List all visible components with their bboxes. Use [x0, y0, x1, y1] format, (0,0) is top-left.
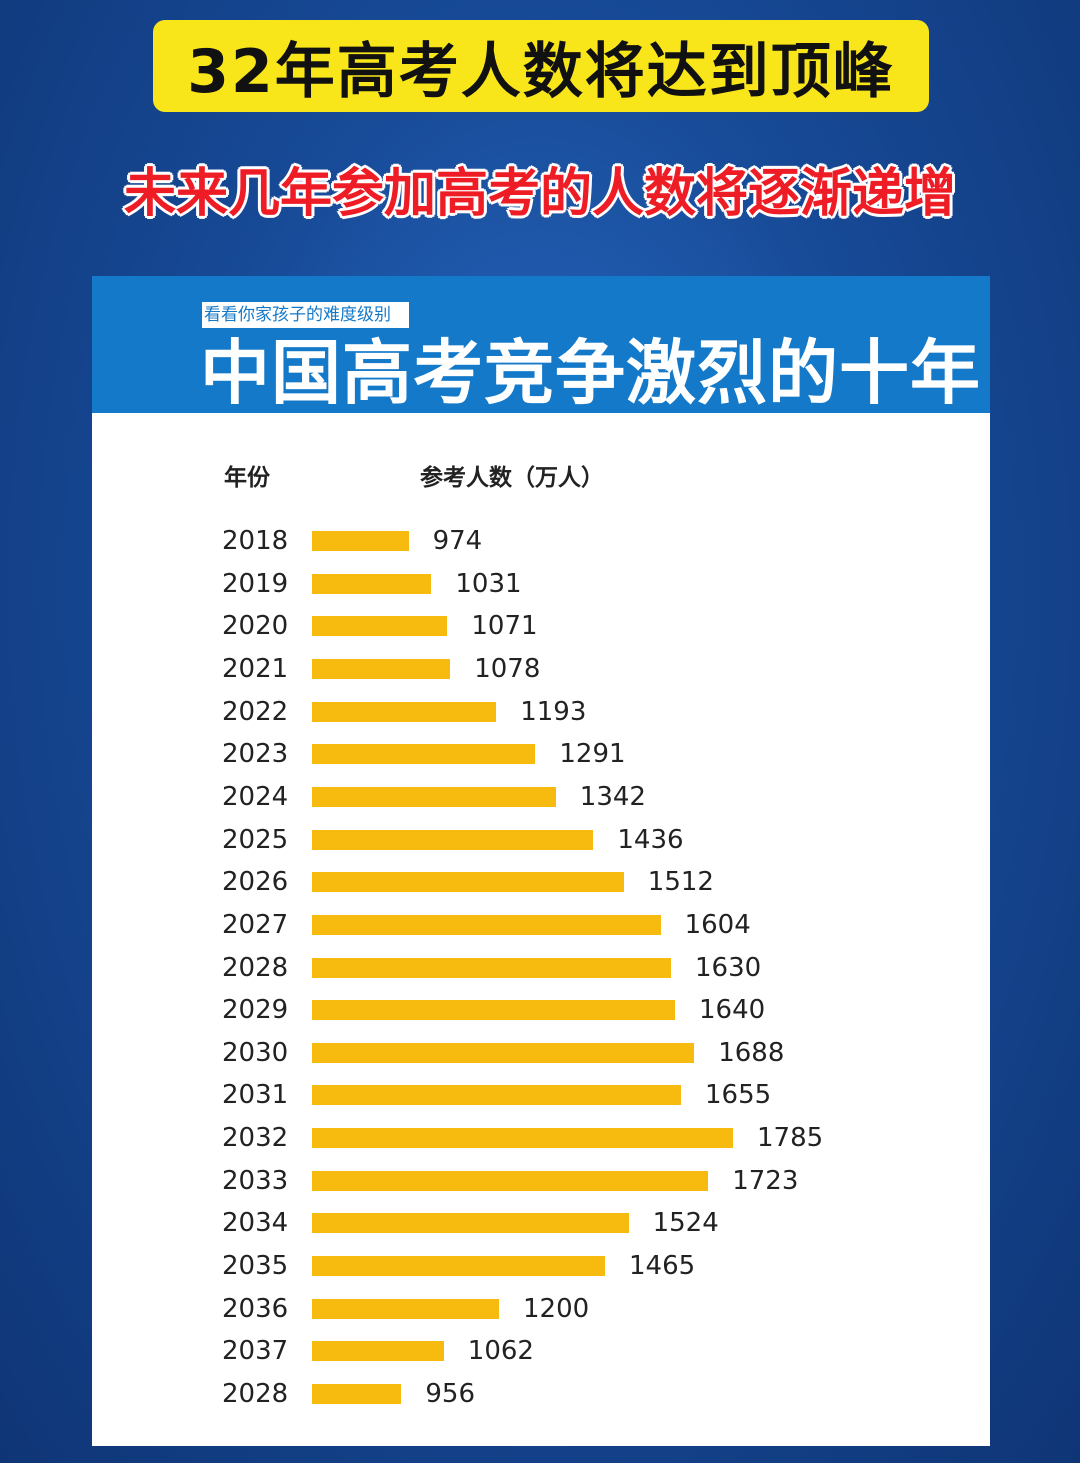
value-label: 1655 [705, 1080, 772, 1111]
bar-row: 2028 956 [92, 1373, 990, 1415]
value-label: 974 [432, 526, 483, 556]
year-label: 2023 [222, 739, 289, 770]
value-label: 1723 [732, 1165, 799, 1196]
year-label: 2019 [222, 568, 289, 599]
bar [312, 829, 594, 850]
subtitle: 未来几年参加高考的人数将逐渐递增 [123, 163, 956, 224]
chart-title: 中国高考竞争激烈的十年 [200, 332, 981, 414]
value-label: 1031 [455, 568, 522, 599]
year-label: 2030 [222, 1037, 289, 1068]
value-label: 1785 [757, 1123, 824, 1154]
year-label: 2026 [222, 867, 289, 898]
year-label: 2034 [222, 1208, 289, 1239]
year-label: 2035 [222, 1251, 289, 1282]
bar [312, 1298, 499, 1319]
year-label: 2029 [222, 995, 289, 1026]
value-label: 956 [425, 1379, 476, 1409]
year-label: 2028 [222, 952, 289, 983]
year-label: 2037 [222, 1336, 289, 1367]
year-label: 2031 [222, 1080, 289, 1111]
value-label: 1062 [467, 1336, 534, 1367]
chart-card: 看看你家孩子的难度级别 中国高考竞争激烈的十年 年份 参考人数（万人） 2018… [92, 276, 990, 1446]
bar-row: 2030 1688 [92, 1032, 990, 1074]
value-label: 1342 [579, 781, 646, 812]
bar-row: 2033 1723 [92, 1160, 990, 1202]
bar-row: 2037 1062 [92, 1330, 990, 1372]
year-label: 2032 [222, 1123, 289, 1154]
value-label: 1436 [617, 824, 684, 855]
bar-row: 2027 1604 [92, 904, 990, 946]
bar-row: 2024 1342 [92, 776, 990, 818]
bar [312, 1042, 695, 1063]
value-label: 1200 [523, 1293, 590, 1324]
year-label: 2020 [222, 611, 289, 642]
bar-row: 2029 1640 [92, 989, 990, 1031]
year-label: 2025 [222, 824, 289, 855]
bar [312, 1128, 733, 1149]
bar [312, 1213, 629, 1234]
header-tag: 看看你家孩子的难度级别 [202, 302, 409, 328]
year-label: 2024 [222, 781, 289, 812]
bar-row: 2036 1200 [92, 1288, 990, 1330]
year-label: 2033 [222, 1165, 289, 1196]
bar [312, 744, 536, 765]
year-label: 2021 [222, 653, 289, 684]
value-label: 1688 [718, 1037, 785, 1068]
value-label: 1512 [647, 867, 714, 898]
year-label: 2022 [222, 696, 289, 727]
bar [312, 1085, 681, 1106]
bar-row: 2021 1078 [92, 648, 990, 690]
bar-row: 2019 1031 [92, 563, 990, 605]
bar-row: 2022 1193 [92, 691, 990, 733]
column-header-value: 参考人数（万人） [420, 465, 604, 491]
value-label: 1604 [684, 909, 751, 940]
bar [312, 616, 448, 637]
bar-row: 2025 1436 [92, 819, 990, 861]
bar-row: 2034 1524 [92, 1202, 990, 1244]
bar-row: 2031 1655 [92, 1074, 990, 1116]
value-label: 1078 [474, 653, 541, 684]
bar-row: 2026 1512 [92, 861, 990, 903]
bar-row: 2023 1291 [92, 733, 990, 775]
bar [312, 786, 556, 807]
value-label: 1524 [652, 1208, 719, 1239]
value-label: 1193 [520, 696, 587, 727]
value-label: 1640 [699, 995, 766, 1026]
bar-row: 2032 1785 [92, 1117, 990, 1159]
year-label: 2028 [222, 1379, 289, 1409]
value-label: 1291 [559, 739, 626, 770]
bar [312, 1341, 444, 1362]
bar [312, 914, 661, 935]
year-label: 2036 [222, 1293, 289, 1324]
bar-row: 2035 1465 [92, 1245, 990, 1287]
value-label: 1071 [471, 611, 538, 642]
bar-row: 2020 1071 [92, 605, 990, 647]
bar [312, 658, 451, 679]
bar [312, 1000, 675, 1021]
bar [312, 957, 671, 978]
bar [312, 872, 624, 893]
bar-row: 2028 1630 [92, 947, 990, 989]
main-title: 32年高考人数将达到顶峰 [153, 20, 929, 112]
bar [312, 701, 497, 722]
bar [312, 1170, 709, 1191]
year-label: 2018 [222, 526, 289, 556]
bar [312, 531, 409, 551]
bar [312, 573, 432, 594]
year-label: 2027 [222, 909, 289, 940]
value-label: 1630 [695, 952, 762, 983]
card-header: 看看你家孩子的难度级别 中国高考竞争激烈的十年 [92, 276, 990, 414]
bar-row: 2018 974 [92, 520, 990, 562]
value-label: 1465 [629, 1251, 696, 1282]
column-header-year: 年份 [224, 465, 270, 491]
bar [312, 1384, 402, 1404]
bar [312, 1256, 605, 1277]
